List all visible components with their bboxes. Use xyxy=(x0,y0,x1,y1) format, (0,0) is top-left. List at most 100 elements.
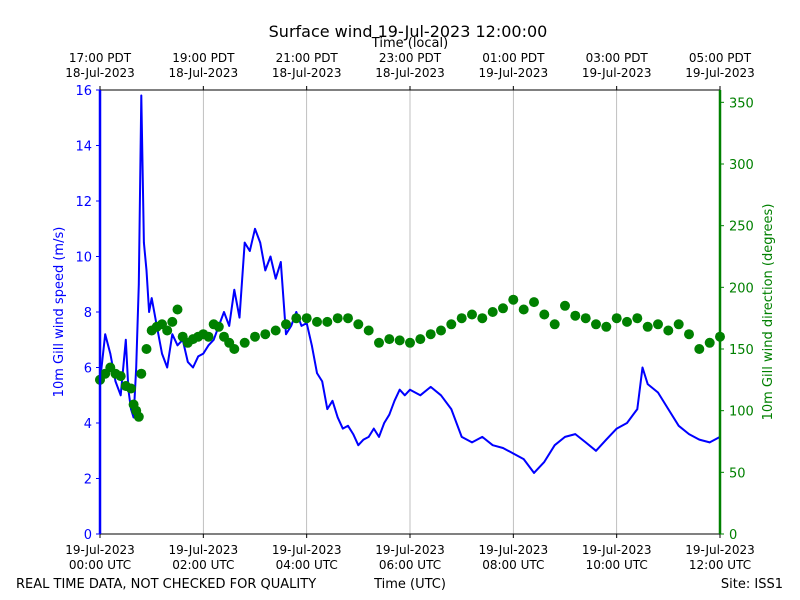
wind-direction-point xyxy=(643,322,653,332)
wind-speed-point xyxy=(363,439,365,441)
wind-direction-point xyxy=(622,317,632,327)
wind-speed-point xyxy=(161,353,163,355)
wind-speed-point xyxy=(254,228,256,230)
wind-speed-point xyxy=(668,408,670,410)
wind-speed-point xyxy=(533,472,535,474)
wind-speed-point xyxy=(280,261,282,263)
wind-direction-point xyxy=(364,326,374,336)
bottom-tick-date: 19-Jul-2023 xyxy=(582,543,652,557)
wind-direction-point xyxy=(529,297,539,307)
right-tick-label: 50 xyxy=(729,466,746,481)
wind-direction-point xyxy=(134,412,144,422)
wind-speed-point xyxy=(234,289,236,291)
wind-direction-point xyxy=(612,313,622,323)
wind-speed-point xyxy=(208,345,210,347)
wind-direction-point xyxy=(498,303,508,313)
bottom-tick-time: 06:00 UTC xyxy=(379,558,441,572)
top-tick-time: 23:00 PDT xyxy=(379,51,442,65)
wind-speed-point xyxy=(595,450,597,452)
grid-lines xyxy=(203,90,616,534)
wind-direction-point xyxy=(477,313,487,323)
wind-speed-point xyxy=(332,400,334,402)
wind-direction-point xyxy=(126,384,136,394)
top-axis-label: Time (local) xyxy=(371,36,448,51)
wind-direction-point xyxy=(457,313,467,323)
bottom-tick-date: 19-Jul-2023 xyxy=(272,543,342,557)
wind-direction-point xyxy=(374,338,384,348)
wind-speed-point xyxy=(606,439,608,441)
left-axis-label: 10m Gill wind speed (m/s) xyxy=(52,227,67,398)
wind-speed-point xyxy=(270,256,272,258)
wind-speed-point xyxy=(203,353,205,355)
wind-direction-point xyxy=(415,334,425,344)
wind-speed-point xyxy=(148,311,150,313)
wind-direction-point xyxy=(343,313,353,323)
wind-direction-point xyxy=(601,322,611,332)
wind-direction-point xyxy=(395,335,405,345)
wind-speed-point xyxy=(699,439,701,441)
bottom-tick-time: 08:00 UTC xyxy=(482,558,544,572)
wind-speed-point xyxy=(492,444,494,446)
wind-speed-point xyxy=(166,367,168,369)
top-tick-time: 19:00 PDT xyxy=(172,51,235,65)
wind-speed-point xyxy=(420,395,422,397)
wind-speed-point xyxy=(342,428,344,430)
wind-speed-point xyxy=(523,458,525,460)
wind-speed-point xyxy=(430,386,432,388)
wind-speed-point xyxy=(321,381,323,383)
left-tick-label: 12 xyxy=(75,195,92,210)
right-tick-label: 200 xyxy=(729,281,754,296)
wind-speed-point xyxy=(378,436,380,438)
wind-direction-point xyxy=(281,319,291,329)
wind-speed-point xyxy=(285,333,287,335)
wind-direction-point xyxy=(684,329,694,339)
wind-speed-point xyxy=(296,311,298,313)
wind-speed-point xyxy=(647,383,649,385)
wind-direction-point xyxy=(214,322,224,332)
bottom-tick-date: 19-Jul-2023 xyxy=(479,543,549,557)
wind-direction-point xyxy=(291,313,301,323)
left-tick-label: 14 xyxy=(75,140,92,155)
top-tick-date: 18-Jul-2023 xyxy=(272,66,342,80)
wind-direction-point xyxy=(162,326,172,336)
wind-speed-point xyxy=(482,436,484,438)
wind-direction-point xyxy=(322,317,332,327)
left-tick-label: 0 xyxy=(84,528,92,543)
top-tick-date: 18-Jul-2023 xyxy=(65,66,135,80)
top-tick-time: 17:00 PDT xyxy=(69,51,132,65)
wind-speed-point xyxy=(389,414,391,416)
wind-speed-point xyxy=(327,408,329,410)
wind-speed-point xyxy=(404,395,406,397)
left-tick-label: 6 xyxy=(84,362,92,377)
right-tick-label: 0 xyxy=(729,528,737,543)
wind-speed-point xyxy=(399,389,401,391)
wind-direction-point xyxy=(694,344,704,354)
wind-direction-point xyxy=(632,313,642,323)
wind-direction-point xyxy=(581,313,591,323)
wind-speed-point xyxy=(259,242,261,244)
wind-direction-point xyxy=(436,326,446,336)
bottom-tick-date: 19-Jul-2023 xyxy=(169,543,239,557)
wind-direction-point xyxy=(167,317,177,327)
right-tick-label: 300 xyxy=(729,158,754,173)
wind-direction-point xyxy=(260,329,270,339)
wind-direction-point xyxy=(312,317,322,327)
wind-chart: 19-Jul-202300:00 UTC19-Jul-202302:00 UTC… xyxy=(0,0,800,600)
wind-speed-point xyxy=(352,433,354,435)
wind-speed-point xyxy=(678,425,680,427)
wind-speed-point xyxy=(461,436,463,438)
wind-speed-point xyxy=(394,400,396,402)
wind-direction-point xyxy=(302,313,312,323)
wind-speed-point xyxy=(709,442,711,444)
wind-speed-point xyxy=(347,425,349,427)
wind-speed-point xyxy=(275,278,277,280)
wind-speed-point xyxy=(110,353,112,355)
wind-direction-point xyxy=(591,319,601,329)
wind-speed-point xyxy=(616,428,618,430)
wind-direction-point xyxy=(519,305,529,315)
wind-speed-point xyxy=(239,317,241,319)
wind-direction-point xyxy=(204,332,214,342)
top-tick-time: 03:00 PDT xyxy=(586,51,649,65)
wind-speed-point xyxy=(471,442,473,444)
wind-direction-point xyxy=(550,319,560,329)
